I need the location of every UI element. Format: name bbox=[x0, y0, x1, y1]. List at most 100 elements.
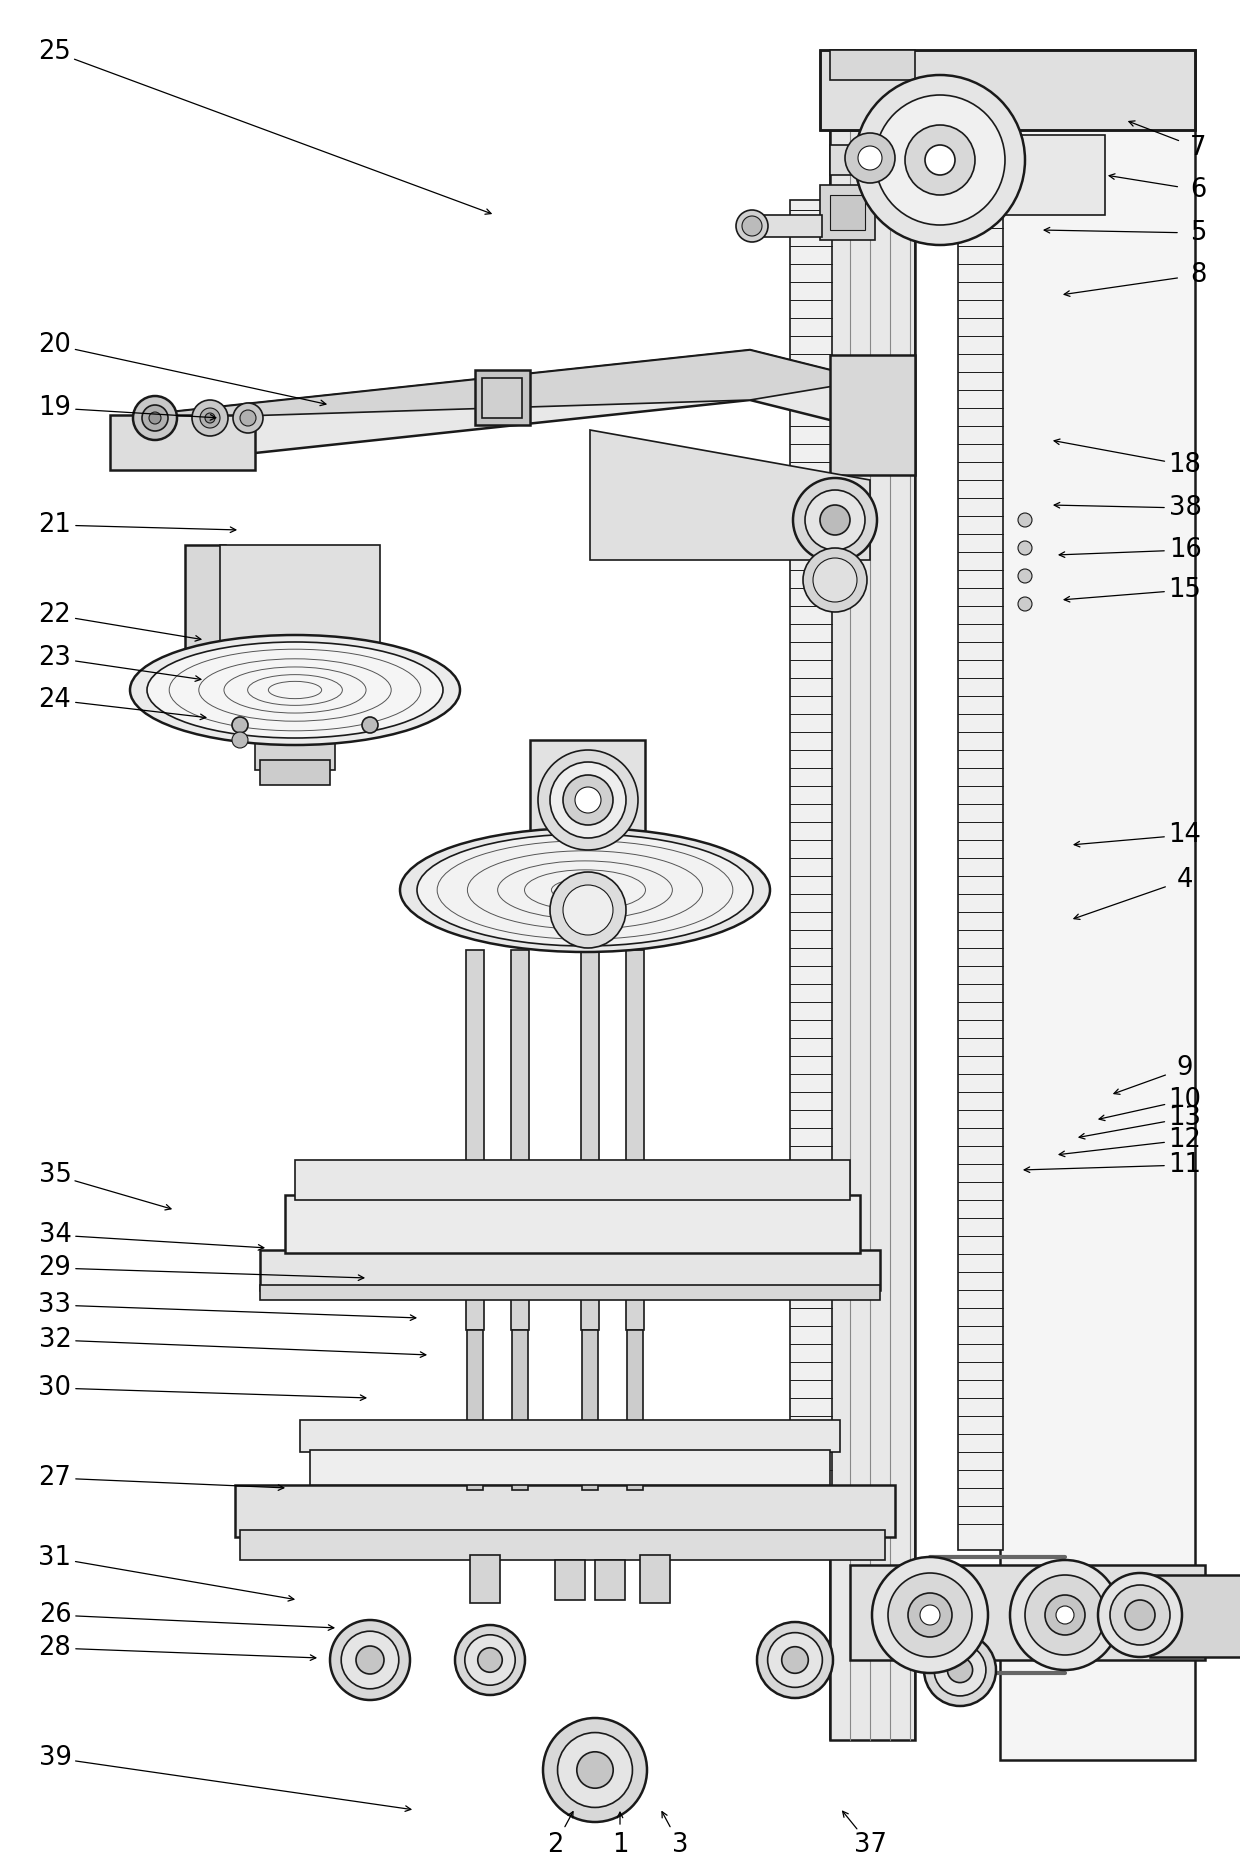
Bar bbox=[260, 760, 330, 785]
Circle shape bbox=[794, 478, 877, 562]
Ellipse shape bbox=[148, 642, 443, 738]
Text: 4: 4 bbox=[1177, 867, 1193, 893]
Circle shape bbox=[551, 873, 626, 948]
Text: 16: 16 bbox=[1168, 538, 1202, 564]
Text: 11: 11 bbox=[1168, 1152, 1202, 1178]
Bar bbox=[640, 1555, 670, 1603]
Circle shape bbox=[577, 1751, 614, 1789]
Circle shape bbox=[858, 146, 882, 170]
Bar bbox=[310, 1450, 830, 1485]
Text: 33: 33 bbox=[38, 1292, 72, 1319]
Circle shape bbox=[947, 1658, 972, 1682]
Bar bbox=[466, 950, 484, 1330]
Ellipse shape bbox=[401, 828, 770, 951]
Circle shape bbox=[551, 762, 626, 837]
Circle shape bbox=[455, 1626, 525, 1695]
Bar bbox=[285, 1195, 861, 1253]
Text: 23: 23 bbox=[38, 644, 72, 671]
Bar bbox=[830, 129, 915, 1740]
Text: 29: 29 bbox=[38, 1255, 72, 1281]
Bar bbox=[241, 1530, 885, 1560]
Text: 5: 5 bbox=[1190, 219, 1207, 245]
Bar bbox=[627, 1330, 644, 1491]
Circle shape bbox=[465, 1635, 515, 1686]
Bar bbox=[830, 195, 866, 230]
Circle shape bbox=[1097, 1573, 1182, 1658]
Bar bbox=[820, 51, 1195, 129]
Bar bbox=[1004, 135, 1105, 215]
Circle shape bbox=[1110, 1585, 1171, 1644]
Bar bbox=[110, 416, 255, 470]
Circle shape bbox=[781, 1646, 808, 1673]
Text: 22: 22 bbox=[38, 601, 72, 627]
Bar bbox=[470, 1555, 500, 1603]
Circle shape bbox=[362, 717, 378, 732]
Circle shape bbox=[1018, 541, 1032, 554]
Bar bbox=[626, 950, 644, 1330]
Circle shape bbox=[149, 412, 161, 423]
Text: 14: 14 bbox=[1168, 822, 1202, 848]
Circle shape bbox=[737, 210, 768, 242]
Bar bbox=[849, 1566, 1205, 1659]
Circle shape bbox=[925, 144, 955, 174]
Bar bbox=[582, 1330, 598, 1491]
Bar bbox=[475, 371, 529, 425]
Circle shape bbox=[241, 410, 255, 425]
Circle shape bbox=[920, 1605, 940, 1626]
Bar bbox=[467, 1330, 484, 1491]
Circle shape bbox=[205, 414, 215, 423]
Circle shape bbox=[341, 1631, 399, 1689]
Bar bbox=[512, 1330, 528, 1491]
Circle shape bbox=[232, 717, 248, 732]
Bar bbox=[255, 719, 335, 770]
Text: 34: 34 bbox=[38, 1221, 72, 1247]
Circle shape bbox=[875, 96, 1004, 225]
Text: 28: 28 bbox=[38, 1635, 72, 1661]
Text: 21: 21 bbox=[38, 511, 72, 538]
Text: 31: 31 bbox=[38, 1545, 72, 1571]
Text: 39: 39 bbox=[38, 1746, 72, 1772]
Circle shape bbox=[813, 558, 857, 601]
Circle shape bbox=[908, 1594, 952, 1637]
Circle shape bbox=[1018, 569, 1032, 583]
Bar bbox=[830, 144, 940, 174]
Bar bbox=[236, 1485, 895, 1538]
Text: 20: 20 bbox=[38, 332, 72, 358]
Text: 8: 8 bbox=[1190, 262, 1207, 288]
Bar bbox=[529, 740, 645, 875]
Circle shape bbox=[575, 787, 601, 813]
Text: 6: 6 bbox=[1190, 178, 1207, 202]
Ellipse shape bbox=[130, 635, 460, 745]
Circle shape bbox=[905, 125, 975, 195]
Circle shape bbox=[538, 749, 639, 850]
Circle shape bbox=[1025, 1575, 1105, 1656]
Bar bbox=[959, 200, 1003, 1551]
Bar bbox=[790, 200, 832, 1551]
Text: 24: 24 bbox=[38, 687, 72, 714]
Bar bbox=[219, 545, 379, 659]
Circle shape bbox=[888, 1573, 972, 1658]
Bar bbox=[999, 51, 1195, 1761]
Circle shape bbox=[856, 75, 1025, 245]
Circle shape bbox=[756, 1622, 833, 1699]
Bar bbox=[595, 1560, 625, 1600]
Circle shape bbox=[872, 1556, 988, 1673]
Circle shape bbox=[563, 886, 613, 935]
Circle shape bbox=[558, 1733, 632, 1807]
Bar bbox=[482, 378, 522, 418]
Circle shape bbox=[232, 732, 248, 747]
Circle shape bbox=[1011, 1560, 1120, 1671]
Text: 15: 15 bbox=[1168, 577, 1202, 603]
Circle shape bbox=[924, 1633, 996, 1706]
Polygon shape bbox=[590, 431, 870, 560]
Bar bbox=[185, 545, 224, 659]
Text: 12: 12 bbox=[1168, 1128, 1202, 1154]
Bar bbox=[511, 950, 529, 1330]
Bar bbox=[830, 356, 915, 476]
Text: 2: 2 bbox=[547, 1832, 563, 1858]
Circle shape bbox=[200, 408, 219, 429]
Circle shape bbox=[768, 1633, 822, 1688]
Circle shape bbox=[356, 1646, 384, 1674]
Circle shape bbox=[192, 401, 228, 436]
Circle shape bbox=[1018, 513, 1032, 526]
